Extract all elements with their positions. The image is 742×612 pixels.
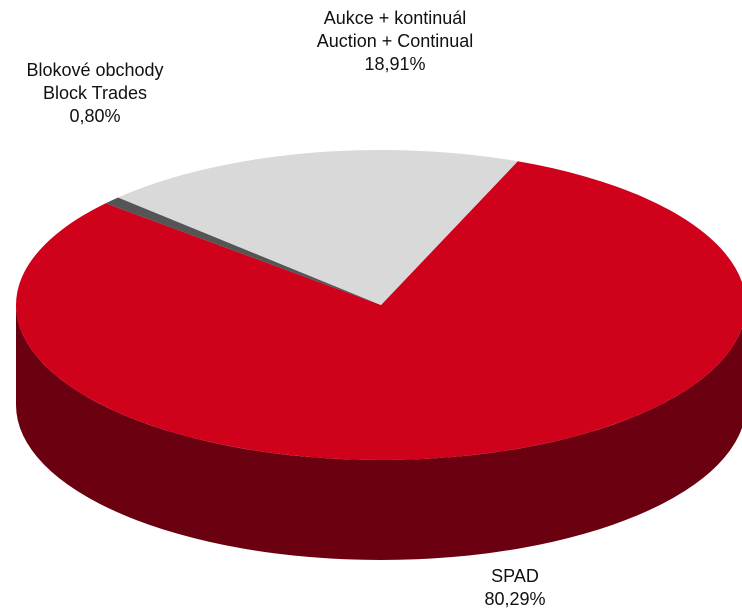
label-auction-value: 18,91% <box>364 54 426 74</box>
label-block-trades: Blokové obchody Block Trades 0,80% <box>0 59 190 128</box>
pie-sides <box>16 305 742 560</box>
pie-tops <box>16 150 742 460</box>
pie-slice <box>16 161 742 460</box>
pie-slice <box>105 197 382 305</box>
label-spad: SPAD 80,29% <box>455 565 575 611</box>
label-block-trades-en: Block Trades <box>42 83 148 103</box>
label-block-trades-cz: Blokové obchody <box>26 60 164 80</box>
label-block-trades-value: 0,80% <box>69 106 121 126</box>
pie-slice <box>118 150 518 305</box>
label-spad-name: SPAD <box>491 566 539 586</box>
label-auction-cz: Aukce + kontinuál <box>323 8 467 28</box>
pie-side-slice <box>16 305 742 560</box>
label-spad-value: 80,29% <box>484 589 546 609</box>
label-auction-en: Auction + Continual <box>316 31 474 51</box>
label-auction-continual: Aukce + kontinuál Auction + Continual 18… <box>285 7 505 76</box>
